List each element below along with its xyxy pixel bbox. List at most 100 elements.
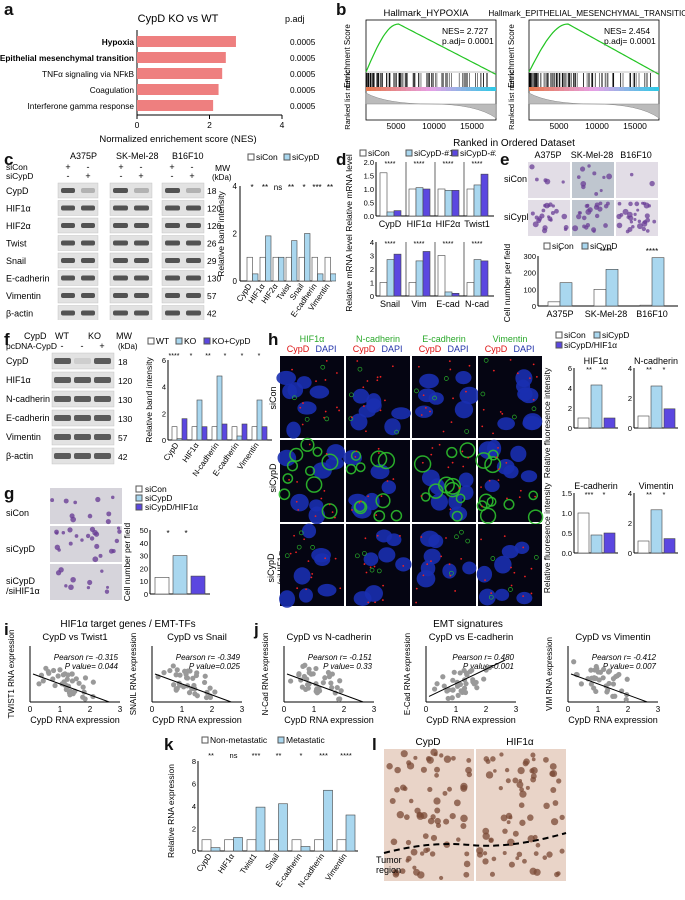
scatter-point <box>310 671 316 677</box>
h-cypd-dot <box>367 601 370 604</box>
h-signal <box>282 473 294 484</box>
scatter-point <box>177 672 183 678</box>
scatter-point <box>57 667 63 673</box>
f-bar <box>181 418 188 441</box>
c-band <box>113 205 128 211</box>
h-cypd-dot <box>324 557 327 560</box>
g-cell <box>68 541 73 546</box>
f-legend-label: WT <box>156 336 169 346</box>
h-cypd-dot <box>460 558 463 560</box>
l-stain <box>394 766 401 774</box>
k-bar <box>300 846 311 852</box>
h-nucleus <box>476 565 493 583</box>
c-ytick: 2 <box>233 230 238 239</box>
e-cell <box>633 212 637 217</box>
h-cypd-dot <box>377 452 380 454</box>
h-cypd-dot <box>449 574 452 577</box>
l-stain <box>499 752 504 757</box>
h-ylabel-top: Relative fluoresence intensity <box>542 367 552 478</box>
h-cypd-dot <box>445 537 447 539</box>
h-cypd-dot <box>331 511 334 513</box>
c-ylabel: Relative band intensity <box>216 190 226 276</box>
h-signal <box>451 510 463 522</box>
c-band <box>134 188 149 193</box>
d-sig: **** <box>443 241 454 248</box>
scatter-point <box>320 680 326 686</box>
scatter-xtick: 3 <box>656 705 661 714</box>
g-cell <box>85 533 91 539</box>
f-band <box>74 415 91 421</box>
c-sicon-label: siCon <box>6 162 28 172</box>
h-cypd-dot <box>324 379 327 381</box>
scatter-pearson: Pearson r= -0.349 <box>176 653 241 662</box>
e-cell <box>637 223 643 230</box>
h-cypd-dot <box>415 601 418 604</box>
h-nucleus <box>421 469 440 487</box>
d-legend-swatch <box>359 149 367 157</box>
c-blot-strip <box>109 200 153 216</box>
e-cell <box>631 224 635 229</box>
k-ytick: 4 <box>192 802 196 811</box>
f-band-label: Vimentin <box>6 432 41 442</box>
c-sicypd-label: siCypD <box>6 171 33 181</box>
a-category-label: Interferone gamma response <box>27 101 134 111</box>
h-cypd-dot <box>468 364 471 367</box>
h-cypd-dot <box>310 576 313 579</box>
d-sig: **** <box>472 161 483 168</box>
b-strip <box>609 87 614 91</box>
l-stain <box>410 848 418 856</box>
g-cell <box>89 536 95 541</box>
c-band <box>61 293 75 298</box>
h-ytick: 0.5 <box>562 529 572 538</box>
f-sig: ** <box>205 353 211 360</box>
panel-i: HIF1α target genes / EMT-TFs CypD vs Twis… <box>7 619 245 725</box>
h-cypd-dot <box>530 592 533 595</box>
d-bar <box>444 190 453 217</box>
h-signal <box>528 490 539 501</box>
h-signal <box>508 587 513 592</box>
e-row-label: siCypD <box>504 212 534 222</box>
scatter-point <box>616 671 622 678</box>
h-cypd-dot <box>338 409 341 412</box>
scatter-point <box>52 682 58 689</box>
scatter-xtick: 1 <box>596 705 601 714</box>
e-cell <box>603 223 608 228</box>
l-stain <box>422 833 429 839</box>
scatter-point <box>306 670 312 676</box>
h-nucleus <box>459 386 480 405</box>
k-bar <box>269 839 279 852</box>
panel-label-d: d <box>336 150 347 169</box>
c-band <box>134 223 149 228</box>
scatter-point <box>182 668 188 674</box>
l-stain <box>485 771 494 779</box>
h-nucleus <box>353 591 372 606</box>
h-cypd-dot <box>448 563 451 566</box>
h-cypd-dot <box>381 599 384 601</box>
h-cypd-dot <box>328 503 331 506</box>
h-nucleus <box>363 552 379 567</box>
h-cypd-dot <box>314 515 317 518</box>
c-band <box>113 310 128 316</box>
c-bar <box>259 256 266 282</box>
scatter-point <box>605 669 612 675</box>
h-nucleus <box>496 458 515 475</box>
e-cell <box>532 221 539 228</box>
h-cypd-dot <box>505 462 508 464</box>
d-sig: **** <box>385 161 396 168</box>
h-bar <box>590 534 603 554</box>
e-cell <box>599 188 603 193</box>
e-cell <box>616 213 622 220</box>
f-category: HIF1α <box>181 441 201 464</box>
c-band-label: Snail <box>6 256 26 266</box>
panel-b-right-nes: NES= 2.454 <box>604 26 650 36</box>
h-signal <box>490 556 496 561</box>
e-cell <box>627 226 633 232</box>
g-legend-swatch <box>135 503 143 511</box>
scatter-point <box>624 676 630 682</box>
h-cypd-dot <box>365 571 368 574</box>
h-cypd-dot <box>467 456 470 459</box>
e-cell <box>547 215 551 219</box>
h-cypd-dot <box>377 447 380 450</box>
f-mw-value: 130 <box>118 395 132 405</box>
l-stain <box>549 769 558 778</box>
